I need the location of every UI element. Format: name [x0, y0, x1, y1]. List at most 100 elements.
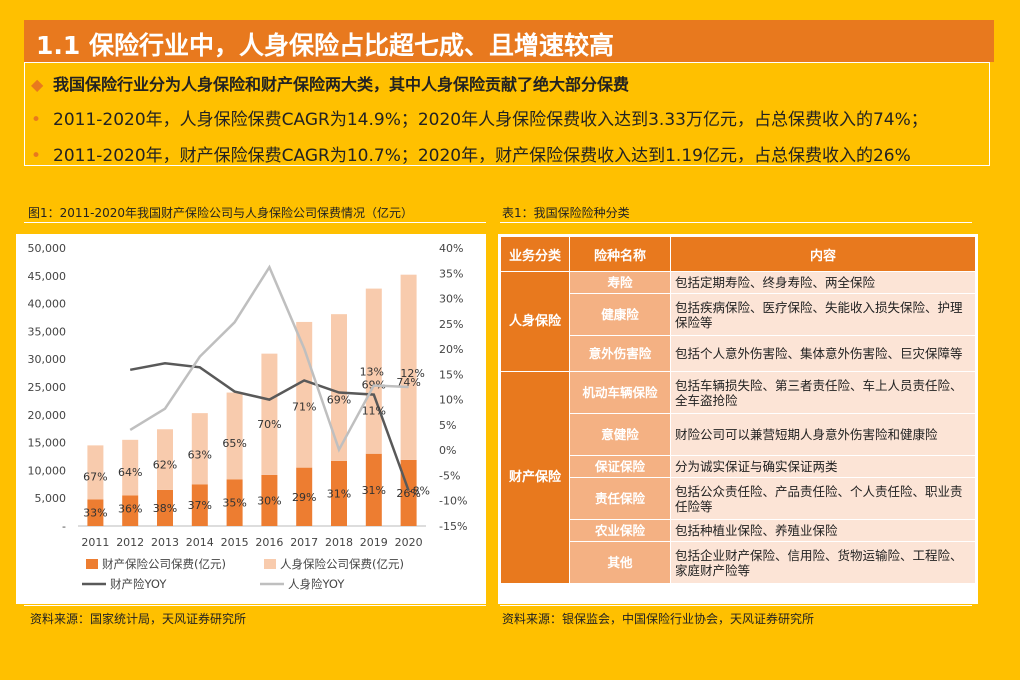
insurance-desc-cell: 包括个人意外伤害险、集体意外伤害险、巨灾保障等	[670, 335, 976, 372]
y-tick-label: 35,000	[28, 325, 67, 338]
bar-label-life: 65%	[222, 437, 246, 450]
insurance-desc-cell: 包括定期寿险、终身寿险、两全保险	[670, 271, 976, 294]
dot-icon: •	[31, 110, 42, 130]
table-source-rule	[500, 605, 972, 606]
insurance-name-cell: 其他	[569, 541, 671, 584]
y-tick-label: 20,000	[28, 409, 67, 422]
chart-panel: - 5,000 10,000 15,000 20,000 25,000 30,000 35,0…	[16, 234, 486, 604]
legend-swatch	[264, 559, 276, 569]
y2-tick-label: 35%	[439, 267, 463, 280]
insurance-name-cell: 意健险	[569, 413, 671, 456]
bar-life	[365, 288, 382, 454]
page-title: 1.1 保险行业中，人身保险占比超七成、且增速较高	[36, 31, 614, 60]
bar-label-property: 29%	[292, 491, 316, 504]
bar-life	[122, 439, 139, 496]
bar-label-life: 71%	[292, 400, 316, 413]
bar-property	[296, 467, 313, 526]
x-tick-label: 2013	[151, 536, 179, 549]
bar-property	[87, 499, 104, 526]
summary-point-1-text: 2011-2020年，人身保险保费CAGR为14.9%；2020年人身保险保费收…	[53, 110, 928, 130]
x-tick-label: 2020	[395, 536, 423, 549]
table-row: 意健险 财险公司可以兼营短期人身意外伤害险和健康险	[501, 413, 976, 456]
insurance-desc-cell: 包括种植业保险、养殖业保险	[670, 519, 976, 542]
bar-life	[261, 353, 278, 475]
header-bar: 1.1 保险行业中，人身保险占比超七成、且增速较高	[24, 20, 994, 62]
x-tick-label: 2012	[116, 536, 144, 549]
summary-box: ◆ 我国保险行业分为人身保险和财产保险两大类，其中人身保险贡献了绝大部分保费 • 2…	[24, 62, 990, 166]
table-header-cell: 内容	[670, 236, 976, 272]
bar-label-life: 62%	[153, 458, 177, 471]
y2-tick-label: 30%	[439, 293, 463, 306]
table-row: 其他 包括企业财产保险、信用险、货物运输险、工程险、家庭财产险等	[501, 541, 976, 584]
y-tick-label: 45,000	[28, 270, 67, 283]
insurance-name-cell: 机动车辆保险	[569, 371, 671, 414]
y-tick-label: 50,000	[28, 242, 67, 255]
bar-life	[400, 274, 417, 460]
diamond-icon: ◆	[31, 75, 44, 94]
y2-tick-label: -15%	[439, 520, 467, 533]
y2-tick-label: 0%	[439, 444, 456, 457]
bar-label-property: 37%	[188, 499, 212, 512]
bar-life	[87, 445, 104, 500]
line-point-label: 11%	[362, 405, 386, 418]
y-tick-label: 30,000	[28, 353, 67, 366]
figure-source: 资料来源：国家统计局，天风证券研究所	[30, 612, 247, 626]
figure-caption-rule	[24, 222, 486, 223]
bar-life	[191, 413, 208, 485]
y2-tick-label: 10%	[439, 394, 463, 407]
insurance-desc-cell: 分为诚实保证与确实保证两类	[670, 455, 976, 478]
table-header-cell: 险种名称	[569, 236, 671, 272]
y-tick-label: 40,000	[28, 298, 67, 311]
insurance-desc-cell: 包括车辆损失险、第三者责任险、车上人员责任险、全车盗抢险	[670, 371, 976, 414]
y2-tick-label: -10%	[439, 495, 467, 508]
summary-point-2: • 2011-2020年，财产保险保费CAGR为10.7%；2020年，财产保险保…	[31, 141, 911, 166]
y2-tick-label: 20%	[439, 343, 463, 356]
bar-life	[331, 314, 347, 461]
bar-property	[122, 495, 139, 526]
y2-tick-label: 15%	[439, 368, 463, 381]
chart-svg: - 5,000 10,000 15,000 20,000 25,000 30,000 35,0…	[28, 242, 468, 591]
bar-label-property: 31%	[327, 487, 351, 500]
bar-property	[226, 479, 243, 526]
table-row: 责任保险 包括公众责任险、产品责任险、个人责任险、职业责任险等	[501, 477, 976, 520]
insurance-desc-cell: 财险公司可以兼营短期人身意外伤害险和健康险	[670, 413, 976, 456]
dot-icon: •	[31, 146, 42, 166]
table-row: 意外伤害险 包括个人意外伤害险、集体意外伤害险、巨灾保障等	[501, 335, 976, 372]
legend-label: 财产险YOY	[110, 577, 167, 591]
summary-headline: ◆ 我国保险行业分为人身保险和财产保险两大类，其中人身保险贡献了绝大部分保费	[31, 71, 629, 95]
insurance-name-cell: 健康险	[569, 293, 671, 336]
legend-label: 财产保险公司保费(亿元)	[102, 557, 226, 571]
table-header-row: 业务分类 险种名称 内容	[500, 236, 976, 272]
bar-label-property: 36%	[118, 503, 142, 516]
y2-tick-label: 40%	[439, 242, 463, 255]
line-life-yoy	[129, 264, 409, 453]
bar-label-property: 38%	[153, 502, 177, 515]
category-cell: 财产保险	[500, 371, 570, 584]
bar-label-property: 31%	[362, 484, 386, 497]
x-tick-label: 2018	[325, 536, 353, 549]
insurance-desc-cell: 包括公众责任险、产品责任险、个人责任险、职业责任险等	[670, 477, 976, 520]
x-tick-label: 2015	[221, 536, 249, 549]
table-row: 财产保险 机动车辆保险 包括车辆损失险、第三者责任险、车上人员责任险、全车盗抢险	[500, 371, 976, 584]
table-caption: 表1：我国保险险种分类	[502, 206, 630, 220]
bar-property	[365, 453, 382, 526]
bar-label-property: 26%	[396, 487, 420, 500]
insurance-name-cell: 寿险	[569, 271, 671, 294]
insurance-name-cell: 农业保险	[569, 519, 671, 542]
bar-label-property: 33%	[83, 507, 107, 520]
insurance-name-cell: 保证保险	[569, 455, 671, 478]
x-tick-label: 2011	[81, 536, 109, 549]
bar-life	[157, 429, 173, 490]
bar-label-life: 69%	[327, 393, 351, 406]
bar-life	[296, 321, 313, 468]
x-tick-label: 2014	[186, 536, 214, 549]
table-row: 保证保险 分为诚实保证与确实保证两类	[501, 455, 976, 478]
table-caption-rule	[500, 222, 972, 223]
line-point-label: 13%	[360, 365, 384, 378]
legend-label: 人身险YOY	[288, 577, 345, 591]
line-point-label: -8%	[409, 485, 430, 498]
y-tick-label: -	[62, 520, 66, 533]
category-cell: 人身保险	[500, 271, 570, 372]
y-tick-label: 10,000	[28, 464, 67, 477]
bar-property	[261, 474, 278, 526]
